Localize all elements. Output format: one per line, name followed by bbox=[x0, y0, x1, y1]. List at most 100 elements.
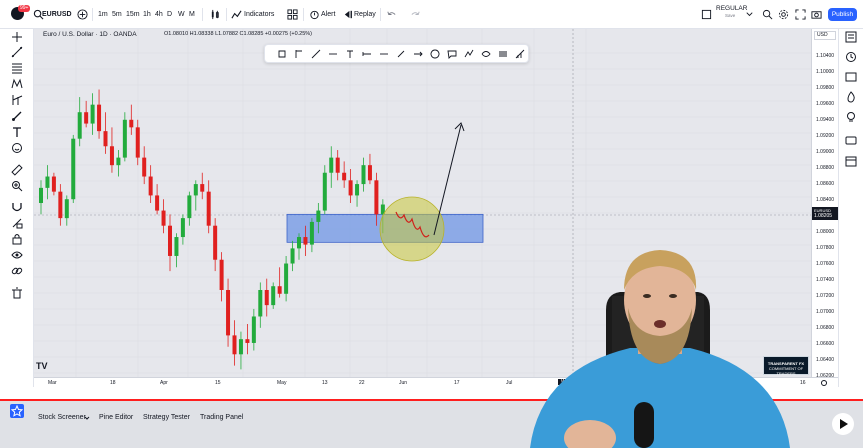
alert-clock-icon[interactable] bbox=[845, 51, 857, 63]
play-icon bbox=[840, 419, 848, 429]
highlight-circle[interactable] bbox=[379, 196, 445, 262]
settings-icon[interactable] bbox=[820, 379, 828, 387]
interval-1m[interactable]: 1m bbox=[98, 11, 108, 18]
price-label: 1.09400 bbox=[816, 117, 835, 123]
fullscreen-icon[interactable] bbox=[795, 9, 806, 20]
lock-icon[interactable] bbox=[11, 233, 23, 245]
alert-button[interactable]: Alert bbox=[321, 11, 336, 18]
link-icon[interactable] bbox=[11, 265, 23, 277]
candles-type-icon[interactable] bbox=[210, 9, 221, 20]
candlestick-chart[interactable] bbox=[34, 29, 811, 377]
symbol-search[interactable]: EURUSD bbox=[42, 11, 72, 18]
path-icon[interactable] bbox=[464, 49, 474, 59]
ruler-icon[interactable] bbox=[11, 164, 23, 176]
candle-body bbox=[213, 225, 218, 260]
layout-square-icon[interactable] bbox=[701, 9, 712, 20]
text-tool-icon[interactable] bbox=[11, 126, 23, 138]
price-label: 1.06800 bbox=[816, 325, 835, 331]
hotlist-fire-icon[interactable] bbox=[845, 91, 857, 103]
layout-save-label[interactable]: Save bbox=[725, 13, 736, 18]
brush-icon[interactable] bbox=[311, 49, 321, 59]
interval-1h[interactable]: 1h bbox=[143, 11, 151, 18]
undo-icon[interactable] bbox=[386, 9, 397, 20]
chat-icon[interactable] bbox=[845, 135, 857, 147]
lines-icon[interactable] bbox=[498, 49, 508, 59]
brand-line-2: COMMITMENT OF TRADERS bbox=[768, 366, 804, 376]
calendar-icon[interactable] bbox=[845, 155, 857, 167]
watchlist-icon[interactable] bbox=[845, 31, 857, 43]
eye-icon[interactable] bbox=[11, 249, 23, 261]
alarm-clock-icon[interactable] bbox=[309, 9, 320, 20]
favorites-star-button[interactable] bbox=[10, 404, 24, 418]
horizontal-line-icon[interactable] bbox=[362, 49, 372, 59]
video-play-button[interactable] bbox=[832, 413, 854, 435]
camera-snapshot-icon[interactable] bbox=[811, 9, 822, 20]
crosshair-icon[interactable] bbox=[11, 31, 23, 43]
candle-body bbox=[206, 191, 211, 226]
quick-search-icon[interactable] bbox=[762, 9, 773, 20]
candle-body bbox=[219, 259, 224, 290]
interval-d[interactable]: D bbox=[167, 11, 173, 18]
arrow-drawing[interactable] bbox=[433, 124, 462, 236]
time-label: 15 bbox=[215, 380, 221, 386]
note-icon[interactable] bbox=[447, 49, 457, 59]
prediction-icon[interactable] bbox=[11, 94, 23, 106]
candle-body bbox=[361, 165, 366, 185]
video-progress-bar[interactable] bbox=[0, 399, 863, 401]
arrow-icon[interactable] bbox=[413, 49, 423, 59]
tab-trading-panel[interactable]: Trading Panel bbox=[200, 414, 244, 421]
pattern-icon[interactable] bbox=[11, 78, 23, 90]
tab-pine-editor[interactable]: Pine Editor bbox=[99, 414, 134, 421]
compare-plus-icon[interactable] bbox=[77, 9, 88, 20]
emoji-icon[interactable] bbox=[11, 142, 23, 154]
data-window-icon[interactable] bbox=[845, 71, 857, 83]
text-anchor-icon[interactable] bbox=[294, 49, 304, 59]
indicators-icon[interactable] bbox=[231, 9, 242, 20]
publish-button[interactable]: Publish bbox=[828, 8, 857, 21]
brush-icon[interactable] bbox=[11, 110, 23, 122]
layout-name[interactable]: REGULAR bbox=[716, 5, 748, 12]
candle-body bbox=[251, 316, 256, 343]
trash-icon[interactable] bbox=[11, 287, 23, 299]
tradingview-logo[interactable]: TV bbox=[36, 361, 48, 371]
chevron-down-icon[interactable] bbox=[744, 9, 755, 20]
interval-m[interactable]: M bbox=[189, 11, 195, 18]
candle-body bbox=[39, 187, 43, 203]
replay-button[interactable]: Replay bbox=[354, 11, 376, 18]
interval-4h[interactable]: 4h bbox=[155, 11, 163, 18]
magnet-icon[interactable] bbox=[11, 201, 23, 213]
fib-retracement-icon[interactable] bbox=[11, 62, 23, 74]
settings-gear-icon[interactable] bbox=[778, 9, 789, 20]
price-axis[interactable]: USD 1.10400 1.10000 1.09800 1.09600 1.09400 1… bbox=[811, 29, 839, 379]
symbol-legend-title[interactable]: Euro / U.S. Dollar · 1D · OANDA bbox=[43, 31, 137, 38]
interval-5m[interactable]: 5m bbox=[112, 11, 122, 18]
interval-w[interactable]: W bbox=[178, 11, 185, 18]
price-label: 1.08400 bbox=[816, 197, 835, 203]
redo-icon[interactable] bbox=[410, 9, 421, 20]
replay-icon[interactable] bbox=[343, 9, 354, 20]
templates-grid-icon[interactable] bbox=[287, 9, 298, 20]
interval-15m[interactable]: 15m bbox=[126, 11, 140, 18]
red-path-drawing[interactable] bbox=[395, 211, 430, 238]
tab-strategy-tester[interactable]: Strategy Tester bbox=[143, 414, 190, 421]
trend-line-icon[interactable] bbox=[11, 46, 23, 58]
ideas-bulb-icon[interactable] bbox=[845, 111, 857, 123]
top-toolbar: 99+ EURUSD 1m 5m 15m 1h 4h D W M Indicat… bbox=[0, 0, 863, 29]
stay-drawing-icon[interactable] bbox=[11, 217, 23, 229]
tab-stock-screener[interactable]: Stock Screener bbox=[38, 414, 86, 421]
chevron-down-icon[interactable] bbox=[84, 415, 90, 421]
search-icon[interactable] bbox=[33, 9, 44, 20]
ohlc-values: O1.08010 H1.08338 L1.07882 C1.08285 +0.0… bbox=[164, 31, 313, 37]
dash-line-icon[interactable] bbox=[328, 49, 338, 59]
ray-icon[interactable] bbox=[379, 49, 389, 59]
zoom-in-icon[interactable] bbox=[11, 180, 23, 192]
currency-select[interactable]: USD bbox=[814, 31, 836, 40]
circle-icon[interactable] bbox=[430, 49, 440, 59]
candle-body bbox=[187, 195, 192, 219]
indicators-button[interactable]: Indicators bbox=[244, 11, 275, 18]
measure-icon[interactable] bbox=[515, 49, 525, 59]
text-icon[interactable] bbox=[345, 49, 355, 59]
ellipse-icon[interactable] bbox=[481, 49, 491, 59]
pencil-icon[interactable] bbox=[396, 49, 406, 59]
rectangle-icon[interactable] bbox=[277, 49, 287, 59]
